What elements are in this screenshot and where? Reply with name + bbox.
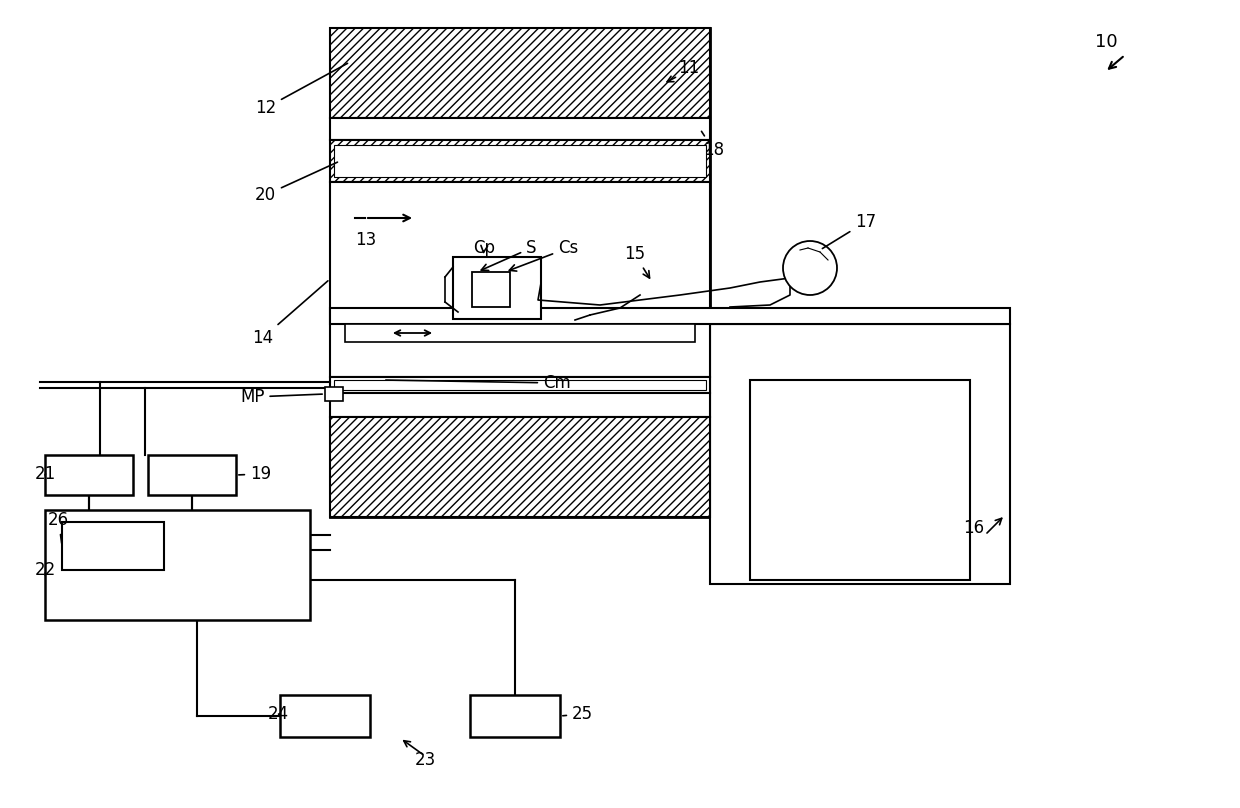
Text: 15: 15	[624, 245, 650, 278]
Text: MP: MP	[241, 388, 322, 406]
Bar	[330, 377, 711, 393]
Text: 25: 25	[563, 705, 593, 723]
Bar	[330, 182, 711, 377]
Bar	[470, 695, 560, 737]
Text: 24: 24	[268, 705, 289, 723]
Bar	[334, 380, 706, 390]
Bar	[325, 387, 343, 401]
Text: 10: 10	[1095, 33, 1117, 51]
Bar	[45, 455, 133, 495]
Bar	[330, 140, 711, 182]
Bar	[62, 522, 164, 570]
Text: Cm: Cm	[386, 374, 570, 392]
Bar	[750, 380, 970, 580]
Circle shape	[782, 241, 837, 295]
Text: 17: 17	[822, 213, 877, 249]
Bar	[334, 145, 706, 177]
Bar	[280, 695, 370, 737]
Text: 13: 13	[355, 231, 376, 249]
Text: 26: 26	[48, 511, 69, 543]
Text: 21: 21	[35, 465, 56, 483]
Bar	[472, 272, 510, 307]
Text: 23: 23	[414, 751, 435, 769]
Bar	[345, 324, 694, 342]
Bar	[330, 393, 711, 417]
Bar	[330, 118, 711, 140]
Text: Cs: Cs	[510, 239, 578, 271]
Bar	[330, 28, 711, 517]
Text: 11: 11	[678, 59, 699, 77]
Bar	[45, 510, 310, 620]
Text: 12: 12	[255, 63, 347, 117]
Text: 22: 22	[35, 561, 56, 579]
Bar	[148, 455, 236, 495]
Bar	[711, 324, 1011, 584]
Bar	[330, 417, 711, 517]
Text: 16: 16	[963, 519, 985, 537]
Text: S: S	[481, 239, 537, 271]
Text: 19: 19	[239, 465, 272, 483]
Text: 18: 18	[702, 132, 724, 159]
Text: 14: 14	[252, 281, 327, 347]
Text: Cp: Cp	[472, 239, 495, 257]
Bar	[453, 257, 541, 319]
Text: 20: 20	[255, 162, 337, 204]
Bar	[330, 28, 711, 118]
Bar	[750, 380, 970, 580]
Bar	[330, 308, 1011, 324]
